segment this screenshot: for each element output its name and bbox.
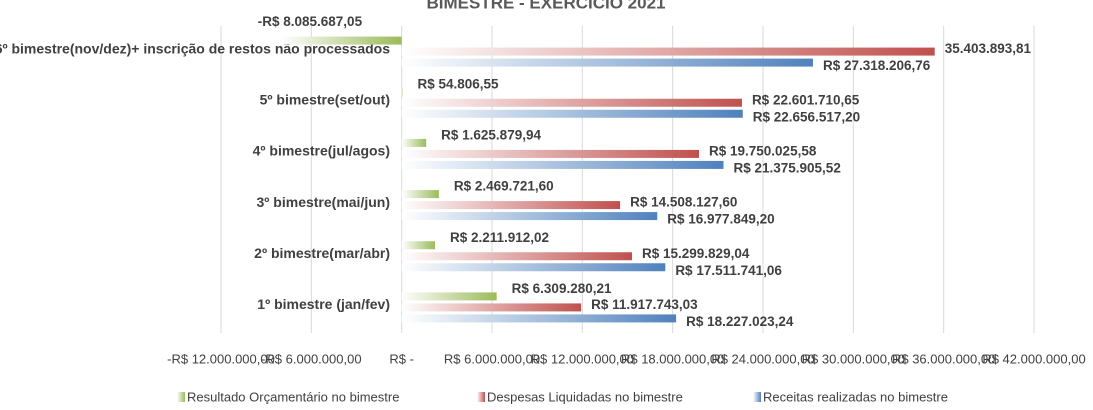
bar: [401, 314, 677, 323]
data-label: R$ 14.508.127,60: [630, 195, 737, 210]
category-label: 1º bimestre (jan/fev): [257, 296, 390, 312]
x-tick-label: R$ -: [389, 351, 414, 366]
data-label: R$ 22.656.517,20: [753, 109, 860, 124]
legend-label: Receitas realizadas no bimestre: [763, 389, 948, 404]
x-tick-label: R$ 18.000.000,00: [621, 351, 724, 366]
bar: [401, 87, 403, 96]
data-label: R$ 1.625.879,94: [441, 127, 541, 142]
bar: [401, 292, 497, 301]
bar: [401, 109, 743, 118]
bar: [401, 190, 439, 199]
data-label: R$ 19.750.025,58: [709, 143, 817, 158]
x-tick-label: R$ 36.000.000,00: [892, 351, 995, 366]
data-label: -R$ 8.085.687,05: [258, 14, 363, 29]
x-tick-label: R$ 6.000.000,00: [444, 351, 540, 366]
category-label: 3º bimestre(mai/jun): [257, 194, 390, 210]
legend-swatch: [177, 392, 185, 402]
category-label: 5º bimestre(set/out): [260, 91, 390, 107]
chart-title: BIMESTRE - EXERCÍCIO 2021: [426, 0, 665, 12]
x-tick-label: R$ 30.000.000,00: [802, 351, 905, 366]
data-label: R$ 2.469.721,60: [454, 179, 554, 194]
data-label: R$ 16.977.849,20: [667, 212, 774, 227]
bar: [401, 58, 813, 67]
legend-label: Resultado Orçamentário no bimestre: [187, 389, 399, 404]
bar: [401, 98, 742, 107]
data-label: R$ 27.318.206,76: [823, 58, 931, 73]
data-label: R$ 6.309.280,21: [512, 281, 612, 296]
x-tick-label: -R$ 6.000.000,00: [261, 351, 361, 366]
bar: [401, 212, 658, 221]
bar: [401, 241, 435, 250]
bar: [401, 160, 724, 169]
bar: [401, 303, 582, 312]
data-label: R$ 15.299.829,04: [642, 246, 750, 261]
bar: [401, 149, 700, 158]
bar: [279, 36, 402, 45]
bar: [401, 201, 621, 210]
x-tick-label: R$ 24.000.000,00: [711, 351, 814, 366]
x-tick-label: R$ 42.000.000,00: [982, 351, 1085, 366]
x-tick-label: R$ 12.000.000,00: [531, 351, 634, 366]
data-label: R$ 18.227.023,24: [686, 314, 794, 329]
data-label: R$ 2.211.912,02: [450, 230, 549, 245]
bar: [401, 263, 666, 272]
category-label: 2º bimestre(mar/abr): [254, 245, 390, 261]
bar: [401, 47, 935, 56]
category-label: 4º bimestre(jul/agos): [253, 143, 390, 159]
bar: [401, 252, 633, 261]
data-label: R$ 54.806,55: [417, 76, 499, 91]
legend-label: Despesas Liquidadas no bimestre: [487, 389, 683, 404]
legend-swatch: [753, 392, 761, 402]
data-label: R$ 22.601.710,65: [752, 92, 860, 107]
data-label: R$ 17.511.741,06: [675, 263, 782, 278]
legend-swatch: [477, 392, 485, 402]
data-label: R$ 11.917.743,03: [591, 297, 698, 312]
bar: [401, 138, 427, 147]
data-label: 35.403.893,81: [945, 41, 1032, 56]
x-tick-label: -R$ 12.000.000,00: [167, 351, 275, 366]
data-label: R$ 21.375.905,52: [733, 160, 840, 175]
